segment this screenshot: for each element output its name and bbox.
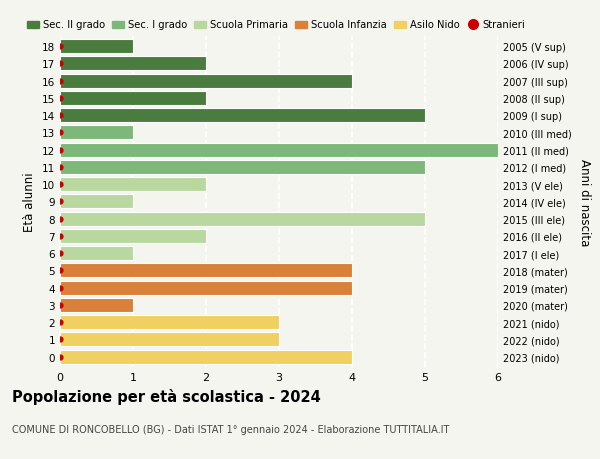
Bar (60, 212, 425, 226)
Bar (60, 230, 206, 243)
Y-axis label: Età alunni: Età alunni (23, 172, 37, 232)
Bar (60, 333, 279, 347)
Bar (60, 350, 352, 364)
Bar (60, 298, 133, 312)
Bar (60, 264, 352, 278)
Y-axis label: Anni di nascita: Anni di nascita (578, 158, 591, 246)
Bar (60, 126, 133, 140)
Bar (60, 315, 279, 330)
Bar (60, 195, 133, 209)
Bar (60, 92, 206, 106)
Bar (60, 178, 206, 192)
Text: Popolazione per età scolastica - 2024: Popolazione per età scolastica - 2024 (12, 388, 321, 404)
Bar (60, 109, 425, 123)
Bar (60, 281, 352, 295)
Bar (60, 143, 498, 157)
Text: COMUNE DI RONCOBELLO (BG) - Dati ISTAT 1° gennaio 2024 - Elaborazione TUTTITALIA: COMUNE DI RONCOBELLO (BG) - Dati ISTAT 1… (12, 425, 449, 435)
Bar (60, 57, 206, 71)
Bar (60, 40, 133, 54)
Legend: Sec. II grado, Sec. I grado, Scuola Primaria, Scuola Infanzia, Asilo Nido, Stran: Sec. II grado, Sec. I grado, Scuola Prim… (23, 17, 529, 34)
Bar (60, 74, 352, 89)
Bar (60, 161, 425, 174)
Bar (60, 246, 133, 261)
